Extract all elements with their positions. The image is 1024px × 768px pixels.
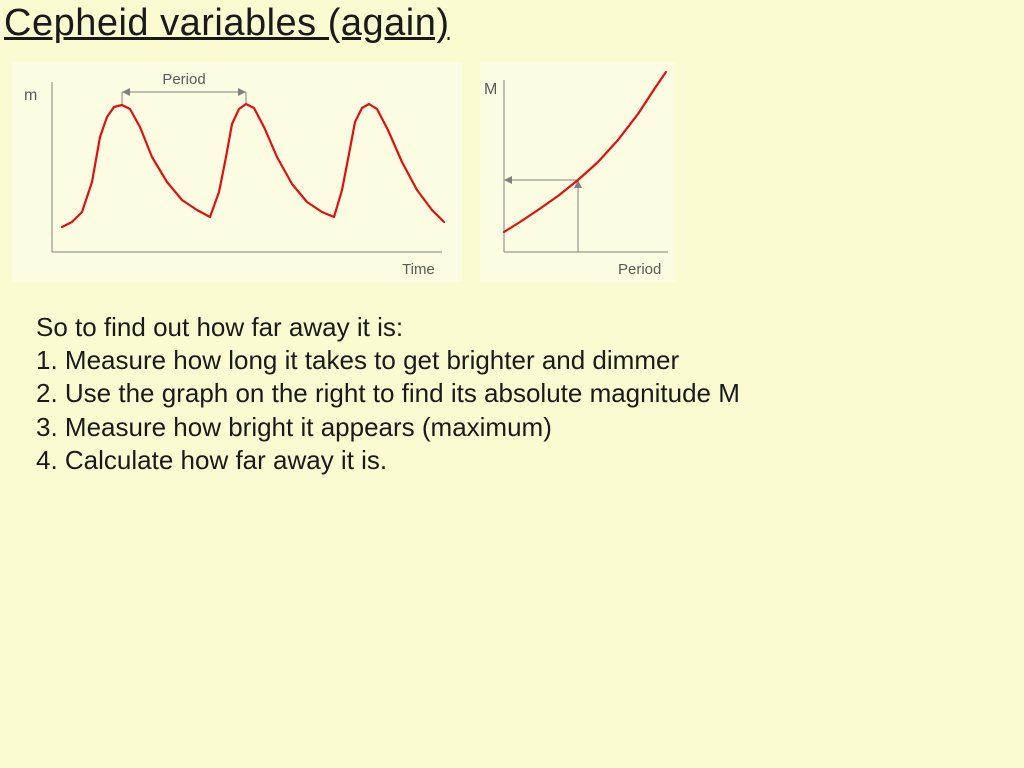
page-title: Cepheid variables (again) [4, 2, 450, 45]
step-4: 4. Calculate how far away it is. [36, 445, 740, 476]
svg-text:m: m [24, 87, 37, 104]
light-curve-chart: m Time Period [12, 62, 462, 282]
svg-text:Period: Period [162, 71, 205, 88]
svg-text:Time: Time [402, 261, 435, 278]
step-2: 2. Use the graph on the right to find it… [36, 378, 740, 409]
intro-line: So to find out how far away it is: [36, 312, 740, 343]
instructions-block: So to find out how far away it is: 1. Me… [36, 312, 740, 478]
period-luminosity-chart: M Period [480, 62, 675, 282]
svg-text:Period: Period [618, 261, 661, 278]
charts-row: m Time Period M Period [12, 62, 675, 282]
step-1: 1. Measure how long it takes to get brig… [36, 345, 740, 376]
step-3: 3. Measure how bright it appears (maximu… [36, 412, 740, 443]
slide: Cepheid variables (again) m Time Period M P… [0, 0, 1024, 768]
svg-text:M: M [484, 81, 497, 98]
